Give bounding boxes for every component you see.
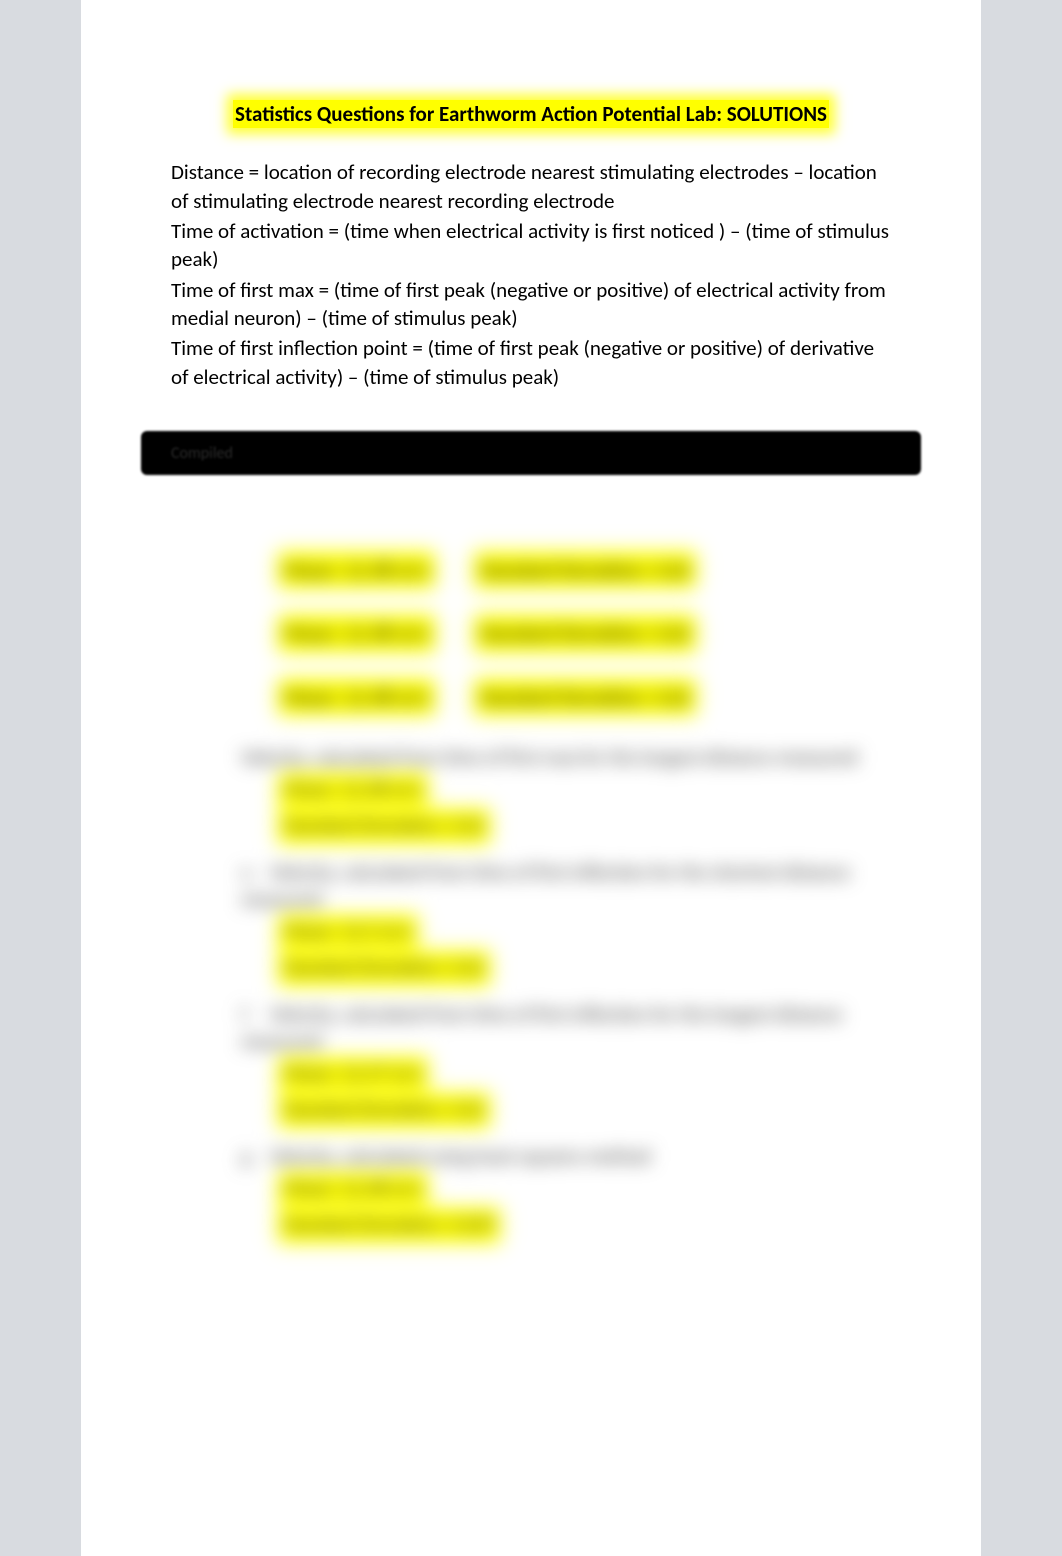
blurred-sub: Standard Deviation: 4.62	[281, 812, 487, 841]
page-title: Statistics Questions for Earthworm Actio…	[171, 100, 891, 128]
blurred-pair: Mean: 12.48 m/s Standard Deviation: 4.62	[241, 618, 891, 651]
list-marker: g.	[241, 1144, 265, 1171]
blurred-value: Standard Deviation: 4.62	[477, 682, 693, 712]
redacted-bar: Compiled	[141, 431, 921, 475]
blurred-value: Standard Deviation: 4.62	[477, 618, 693, 648]
list-marker: e.	[241, 860, 265, 887]
blurred-sub: Mean: 12.48 m/s	[281, 776, 425, 805]
definition-line: Time of first max = (time of first peak …	[171, 276, 891, 333]
blurred-value: Mean: 12.48 m/s	[281, 618, 432, 648]
blurred-value: Mean: 12.48 m/s	[281, 682, 432, 712]
definitions-block: Distance = location of recording electro…	[171, 158, 891, 391]
redacted-bar-text: Compiled	[171, 444, 233, 463]
blurred-sub: Mean: 12.47 m/s	[281, 1060, 425, 1089]
blurred-pair: Mean: 12.48 m/s Standard Deviation: 4.62	[241, 682, 891, 715]
blurred-sub: Mean: 12.5 m/s	[281, 918, 415, 947]
definition-line: Time of first inflection point = (time o…	[171, 334, 891, 391]
blurred-lead: Velocity, calculated from time of first …	[241, 746, 858, 770]
list-marker: f.	[241, 1002, 265, 1029]
blurred-item: Velocity, calculated from time of first …	[241, 745, 891, 844]
blurred-sub: Standard Deviation: 4.62	[281, 1096, 487, 1125]
blurred-pair: Mean: 12.48 m/s Standard Deviation: 4.62	[241, 555, 891, 588]
blurred-lead: Velocity, calculated from time of first …	[241, 861, 850, 912]
definition-line: Distance = location of recording electro…	[171, 158, 891, 215]
blurred-item: g. Velocity, calculated using least squa…	[241, 1144, 891, 1243]
blurred-value: Mean: 12.48 m/s	[281, 555, 432, 585]
title-text: Statistics Questions for Earthworm Actio…	[233, 100, 829, 128]
blurred-item: e. Velocity, calculated from time of fir…	[241, 860, 891, 986]
blurred-sub: Standard Deviation: 4.629	[281, 1211, 497, 1240]
blurred-lead: Velocity, calculated using least squares…	[270, 1145, 651, 1169]
blurred-sub: Mean: 12.48 m/s	[281, 1175, 425, 1204]
definition-line: Time of activation = (time when electric…	[171, 217, 891, 274]
blurred-content: Mean: 12.48 m/s Standard Deviation: 4.62…	[171, 555, 891, 1243]
document-page: Statistics Questions for Earthworm Actio…	[81, 0, 981, 1556]
blurred-item: f. Velocity, calculated from time of fir…	[241, 1002, 891, 1128]
blurred-value: Standard Deviation: 4.62	[477, 555, 693, 585]
blurred-sub: Standard Deviation: 4.62	[281, 954, 487, 983]
blurred-lead: Velocity, calculated from time of first …	[241, 1003, 843, 1054]
